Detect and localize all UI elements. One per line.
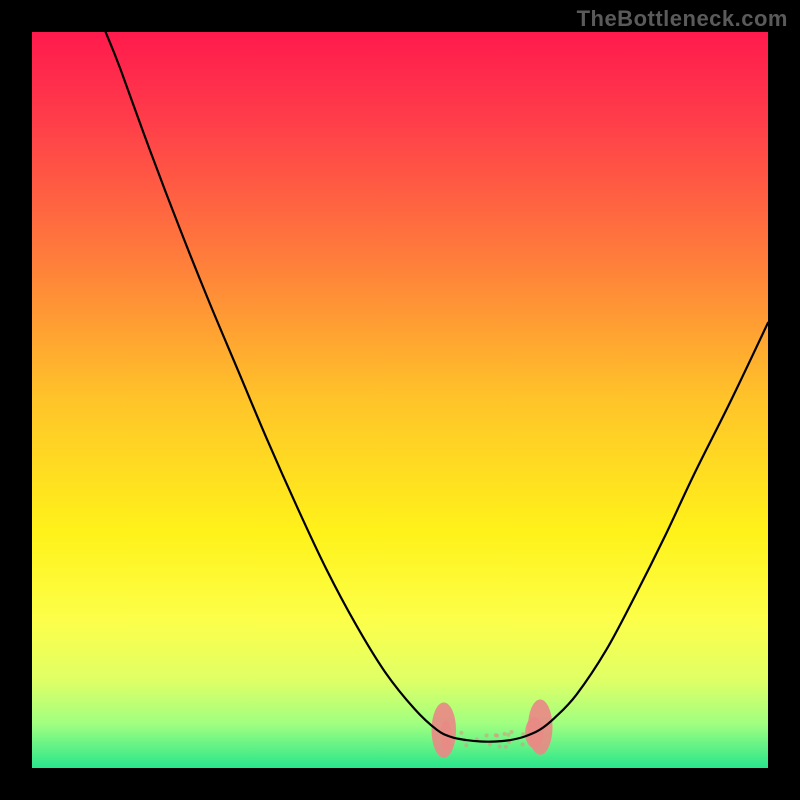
chart-container: TheBottleneck.com — [0, 0, 800, 800]
gradient-background — [32, 32, 768, 768]
watermark-text: TheBottleneck.com — [577, 6, 788, 32]
bottleneck-curve-chart — [32, 32, 768, 768]
plot-area — [32, 32, 768, 768]
